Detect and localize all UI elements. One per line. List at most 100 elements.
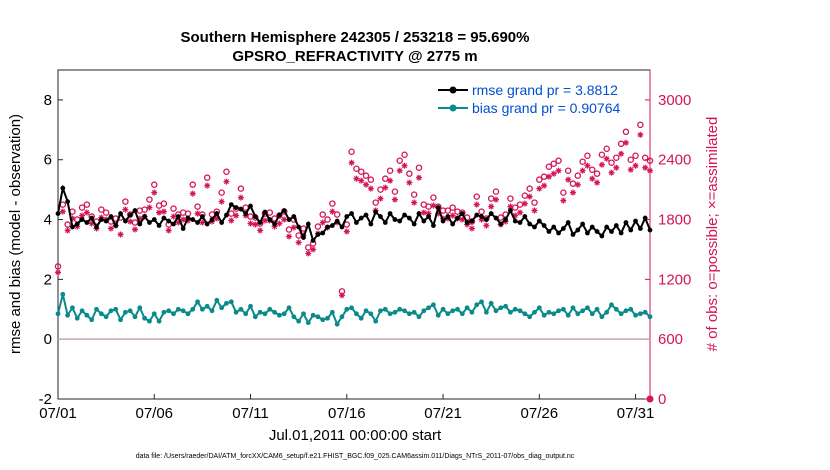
obs-possible-point [401, 151, 408, 158]
rmse-point [113, 223, 119, 228]
bias-point [455, 306, 460, 312]
bias-point [219, 305, 225, 311]
rmse-point [527, 221, 533, 227]
rmse-point [508, 208, 513, 213]
x-tick-label: 07/26 [521, 405, 559, 422]
obs-possible-point [430, 194, 437, 201]
rmse-point [536, 218, 542, 224]
obs-assimilated-point [329, 208, 336, 215]
obs-possible-point [372, 199, 379, 206]
bias-point [397, 306, 403, 312]
y-left-tick-label: 0 [44, 331, 52, 348]
legend-rmse-swatch-marker [449, 86, 457, 94]
rmse-point [628, 227, 634, 233]
obs-assimilated-point [637, 131, 644, 138]
bias-point [594, 306, 600, 312]
bias-point [435, 312, 441, 318]
rmse-point [560, 226, 566, 231]
bias-point [209, 308, 215, 314]
rmse-point [252, 214, 258, 219]
rmse-point [565, 220, 571, 225]
obs-possible-point [487, 195, 495, 202]
rmse-point [354, 220, 359, 225]
y-right-tick-label: 1200 [658, 271, 691, 288]
obs-assimilated-point [305, 250, 312, 257]
obs-assimilated-point [545, 173, 552, 180]
rmse-point [589, 224, 595, 230]
obs-possible-point [203, 174, 211, 181]
x-tick-label: 07/11 [232, 405, 268, 422]
obs-possible-point [415, 164, 423, 171]
obs-possible-point [382, 175, 389, 182]
obs-possible-point [593, 170, 601, 177]
bias-point [171, 311, 176, 317]
rmse-point [580, 221, 586, 227]
obs-assimilated-point [627, 166, 634, 173]
rmse-point [613, 223, 619, 228]
bias-point [623, 308, 629, 314]
rmse-point [60, 185, 66, 191]
rmse-point [166, 218, 172, 224]
rmse-point [272, 221, 277, 227]
obs-assimilated-point [531, 207, 538, 214]
obs-assimilated-point [473, 201, 480, 208]
bias-point [532, 309, 537, 315]
bias-point [445, 311, 451, 317]
obs-possible-point [584, 152, 591, 159]
obs-assimilated-point [598, 161, 605, 168]
bias-point [329, 309, 335, 315]
plot-area [57, 69, 651, 400]
rmse-point [546, 229, 552, 234]
rmse-point [161, 215, 167, 221]
rmse-point [286, 217, 292, 222]
obs-assimilated-point [64, 227, 71, 234]
rmse-point [594, 229, 600, 234]
obs-possible-point [329, 200, 336, 207]
rmse-point [512, 218, 518, 224]
obs-possible-point [357, 168, 365, 175]
obs-assimilated-point [603, 155, 610, 162]
bias-point [79, 308, 85, 314]
y-left-tick-label: 4 [44, 212, 52, 229]
obs-assimilated-point [295, 239, 302, 246]
rmse-point [411, 221, 417, 227]
y-right-tick-label: 3000 [658, 92, 691, 109]
bias-point [508, 309, 513, 315]
rmse-point [142, 214, 148, 219]
rmse-point [575, 227, 581, 233]
bias-point [431, 302, 436, 308]
bias-point [565, 312, 571, 318]
obs-possible-point [545, 163, 553, 170]
obs-possible-point [564, 167, 572, 174]
obs-possible-point [367, 176, 375, 183]
bias-point [291, 314, 297, 320]
obs-possible-point [410, 191, 418, 198]
obs-possible-point [54, 263, 62, 270]
bias-point [108, 308, 114, 314]
rmse-point [358, 215, 364, 221]
rmse-point [281, 208, 287, 213]
x-axis-ticks: 07/01 07/06 07/11 07/16 07/21 07/26 07/31 [39, 394, 654, 422]
rmse-point [604, 224, 610, 230]
obs-possible-point [569, 180, 577, 187]
obs-assimilated-point [338, 292, 345, 299]
obs-assimilated-point [127, 218, 134, 225]
obs-assimilated-point [319, 219, 326, 226]
rmse-point [180, 226, 186, 231]
bias-point [142, 315, 148, 321]
bias-point [503, 303, 509, 309]
bias-point [243, 311, 249, 317]
bias-point [402, 308, 407, 314]
rmse-point [334, 218, 340, 224]
bias-point [378, 308, 383, 314]
rmse-point [224, 212, 229, 218]
obs-possible-point [574, 172, 582, 179]
bias-point [512, 306, 518, 312]
bias-point [325, 315, 330, 321]
rmse-point [416, 211, 422, 216]
obs-assimilated-point [415, 174, 422, 181]
y-left-tick-label: 8 [44, 92, 52, 109]
bias-point [286, 305, 292, 311]
legend: rmse grand pr = 3.8812 bias grand pr = 0… [438, 82, 620, 116]
y-left-tick-label: -2 [39, 391, 52, 408]
